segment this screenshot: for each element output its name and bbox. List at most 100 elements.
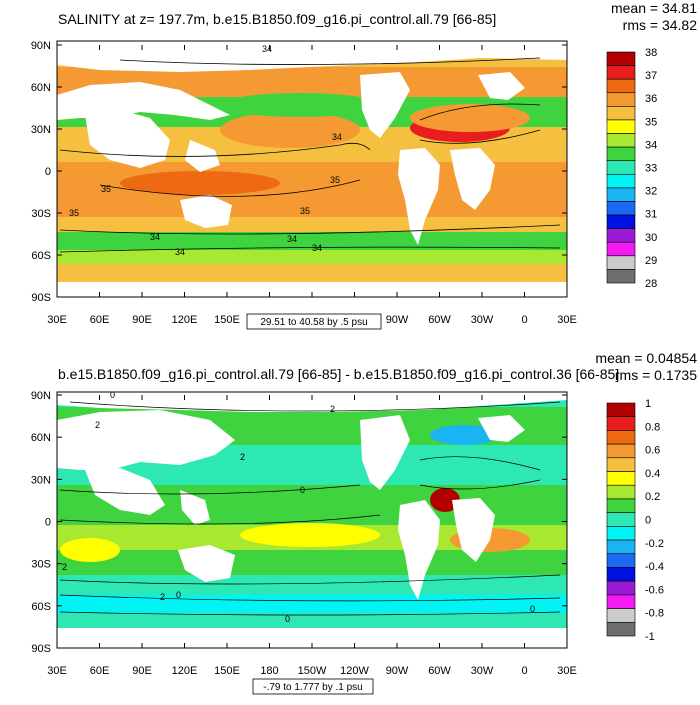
lon-tick-label: 150W bbox=[298, 665, 327, 677]
colorbar-label: 0.6 bbox=[645, 445, 660, 457]
contour-label: 34 bbox=[287, 234, 297, 244]
colorbar-swatch bbox=[606, 214, 636, 229]
lon-tick-label: 180 bbox=[260, 665, 278, 677]
contour-label: 34 bbox=[262, 44, 272, 54]
panel2-lat-axis: 90N 60N 30N 0 30S 60S 90S bbox=[31, 390, 567, 655]
lon-tick-label: 120E bbox=[172, 665, 198, 677]
lon-tick-label: 120W bbox=[340, 665, 369, 677]
colorbar-swatch bbox=[606, 539, 636, 555]
panel1-mean: mean = 34.81 bbox=[611, 0, 697, 16]
colorbar-swatch bbox=[606, 201, 636, 216]
colorbar-swatch bbox=[606, 608, 636, 623]
lon-tick-label: 60E bbox=[90, 665, 110, 677]
lon-tick-label: 60W bbox=[428, 314, 451, 326]
contour-label: 35 bbox=[300, 206, 310, 216]
colorbar-swatch bbox=[606, 498, 636, 513]
panel2-map: 2 0 2 2 2 0 0 2 0 0 bbox=[56, 390, 568, 649]
lon-tick-label: 90E bbox=[132, 665, 152, 677]
colorbar-label: 0.8 bbox=[645, 421, 660, 433]
colorbar-swatch bbox=[606, 51, 636, 66]
colorbar-swatch bbox=[606, 92, 636, 107]
lat-tick-label: 0 bbox=[45, 166, 51, 178]
lon-tick-label: 30W bbox=[471, 314, 494, 326]
colorbar-swatch bbox=[606, 146, 636, 162]
colorbar-swatch bbox=[606, 526, 636, 541]
contour-label: 34 bbox=[175, 247, 185, 257]
colorbar-swatch bbox=[606, 173, 636, 189]
colorbar-label: -0.2 bbox=[645, 538, 664, 550]
contour-label: 0 bbox=[300, 485, 305, 495]
colorbar-swatch bbox=[606, 187, 636, 202]
contour-label: 2 bbox=[62, 562, 67, 572]
colorbar-label: 28 bbox=[645, 278, 657, 290]
colorbar-swatch bbox=[606, 512, 636, 527]
panel2-range-label: -.79 to 1.777 by .1 psu bbox=[263, 682, 363, 693]
panel1-contour-lines bbox=[59, 57, 561, 253]
contour-label: 0 bbox=[110, 390, 115, 400]
colorbar-label: 34 bbox=[645, 139, 657, 151]
contour-label: 2 bbox=[160, 592, 165, 602]
lat-tick-label: 60N bbox=[31, 82, 51, 94]
contour-label: 0 bbox=[530, 604, 535, 614]
colorbar-swatch bbox=[606, 78, 636, 94]
colorbar-label: 38 bbox=[645, 47, 657, 59]
lat-tick-label: 90S bbox=[31, 643, 51, 655]
colorbar-label: 33 bbox=[645, 163, 657, 175]
lat-tick-label: 90S bbox=[31, 292, 51, 304]
colorbar-swatch bbox=[606, 269, 636, 284]
lon-tick-label: 0 bbox=[521, 665, 527, 677]
lon-tick-label: 150E bbox=[214, 665, 240, 677]
lon-tick-label: 60W bbox=[428, 665, 451, 677]
contour-label: 35 bbox=[101, 184, 111, 194]
colorbar-swatch bbox=[606, 457, 636, 472]
colorbar-label: 32 bbox=[645, 186, 657, 198]
lat-tick-label: 30N bbox=[31, 124, 51, 136]
lon-tick-label: 60E bbox=[90, 314, 110, 326]
colorbar-swatch bbox=[606, 430, 636, 445]
lat-tick-label: 60N bbox=[31, 432, 51, 444]
colorbar-label: 0.4 bbox=[645, 468, 660, 480]
contour-label: 2 bbox=[240, 452, 245, 462]
colorbar-swatch bbox=[606, 621, 636, 637]
colorbar-swatch bbox=[606, 402, 636, 418]
panel2-contour-label-group: 2 0 2 2 2 0 0 2 0 0 bbox=[62, 390, 535, 624]
panel1-rms: rms = 34.82 bbox=[623, 17, 698, 33]
colorbar-label: -0.4 bbox=[645, 561, 664, 573]
colorbar-label: -0.8 bbox=[645, 608, 664, 620]
colorbar-label: 0.2 bbox=[645, 491, 660, 503]
lon-tick-label: 120E bbox=[172, 314, 198, 326]
lon-tick-label: 90W bbox=[386, 665, 409, 677]
lat-tick-label: 30S bbox=[31, 559, 51, 571]
colorbar-swatch bbox=[606, 255, 636, 270]
colorbar-swatch bbox=[606, 416, 636, 431]
colorbar-label: 36 bbox=[645, 93, 657, 105]
panel-salinity: SALINITY at z= 197.7m, b.e15.B1850.f09_g… bbox=[31, 0, 698, 330]
lat-tick-label: 60S bbox=[31, 250, 51, 262]
colorbar-label: 31 bbox=[645, 209, 657, 221]
panel1-colorbar: 38 37 36 35 34 33 32 31 30 29 28 bbox=[606, 47, 657, 290]
panel2-lon-axis: 30E 60E 90E 120E 150E 180 150W 120W 90W 60W 30W 0 30… bbox=[47, 395, 577, 677]
contour-label: 0 bbox=[176, 590, 181, 600]
contour-label: 34 bbox=[312, 243, 322, 253]
contour-label: 35 bbox=[69, 208, 79, 218]
colorbar-label: 29 bbox=[645, 255, 657, 267]
lon-tick-label: 30W bbox=[471, 665, 494, 677]
contour-label: 34 bbox=[332, 132, 342, 142]
lat-tick-label: 30S bbox=[31, 208, 51, 220]
colorbar-swatch bbox=[606, 160, 636, 175]
colorbar-swatch bbox=[606, 580, 636, 596]
colorbar-swatch bbox=[606, 553, 636, 568]
panel2-mean: mean = 0.04854 bbox=[595, 350, 697, 366]
colorbar-swatch bbox=[606, 119, 636, 134]
contour-label: 2 bbox=[95, 420, 100, 430]
contour-label: 34 bbox=[150, 232, 160, 242]
lon-tick-label: 150E bbox=[214, 314, 240, 326]
panel1-lat-axis: 90N 60N 30N 0 30S 60S 90S bbox=[31, 40, 567, 304]
colorbar-label: 1 bbox=[645, 398, 651, 410]
colorbar-label: 35 bbox=[645, 116, 657, 128]
lon-tick-label: 30E bbox=[557, 314, 577, 326]
colorbar-swatch bbox=[606, 65, 636, 80]
lon-tick-label: 30E bbox=[557, 665, 577, 677]
lon-tick-label: 90E bbox=[132, 314, 152, 326]
